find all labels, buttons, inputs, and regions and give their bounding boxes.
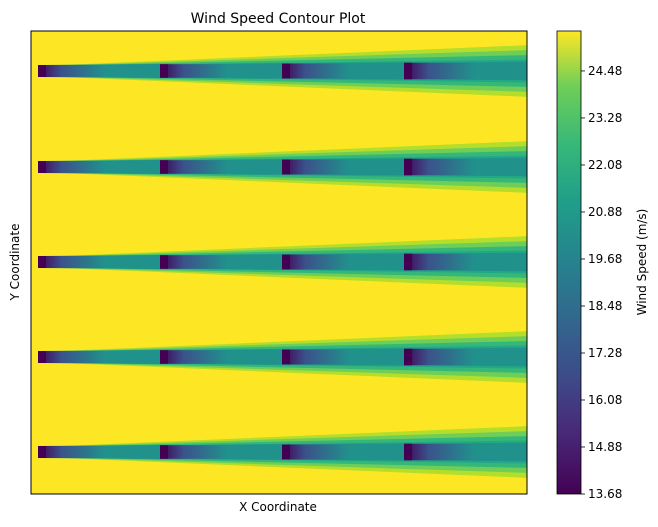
- turbine-wake-deficit: [282, 254, 350, 270]
- colorbar-tick-label: 20.88: [588, 205, 622, 219]
- turbine-marker: [38, 351, 46, 363]
- turbine-marker: [404, 62, 412, 80]
- turbine-marker: [282, 254, 290, 270]
- turbine-wake-deficit: [38, 351, 106, 363]
- colorbar-tick-label: 13.68: [588, 487, 622, 501]
- turbine-wake-deficit: [282, 63, 350, 79]
- turbine-wake-deficit: [282, 444, 350, 460]
- colorbar-tick-label: 19.68: [588, 252, 622, 266]
- turbine-wake-deficit: [160, 160, 228, 174]
- colorbar-tick-label: 16.08: [588, 393, 622, 407]
- turbine-marker: [282, 444, 290, 460]
- turbine-marker: [38, 446, 46, 458]
- turbine-wake-deficit: [282, 349, 350, 365]
- y-axis-label: Y Coordinate: [8, 224, 22, 302]
- colorbar: 13.68 14.88 16.08 17.28 18.48 19.68 20.88 22.08…: [556, 30, 649, 501]
- colorbar-label: Wind Speed (m/s): [635, 209, 649, 316]
- turbine-wake-deficit: [404, 253, 474, 271]
- turbine-marker: [160, 445, 168, 459]
- colorbar-tick-label: 23.28: [588, 111, 622, 125]
- colorbar-tick-label: 22.08: [588, 158, 622, 172]
- turbine-wake-deficit: [282, 159, 350, 175]
- x-axis-label: X Coordinate: [239, 500, 317, 514]
- turbine-marker: [38, 161, 46, 173]
- turbine-wake-deficit: [38, 161, 106, 173]
- turbine-wake-deficit: [38, 65, 106, 77]
- turbine-marker: [282, 63, 290, 79]
- turbine-marker: [282, 349, 290, 365]
- turbine-marker: [38, 65, 46, 77]
- colorbar-tick-label: 14.88: [588, 440, 622, 454]
- turbine-wake-deficit: [38, 256, 106, 268]
- turbine-wake-deficit: [404, 443, 474, 461]
- turbine-marker: [404, 348, 412, 366]
- turbine-marker: [282, 159, 290, 175]
- turbine-wake-deficit: [160, 445, 228, 459]
- turbine-marker: [160, 255, 168, 269]
- turbine-wake-deficit: [160, 255, 228, 269]
- turbine-marker: [160, 64, 168, 78]
- turbine-marker: [160, 160, 168, 174]
- wake-layers: [38, 45, 527, 478]
- colorbar-tick-label: 17.28: [588, 346, 622, 360]
- turbine-wake-deficit: [404, 62, 474, 80]
- plot-frame: [30, 30, 528, 495]
- turbine-marker: [404, 443, 412, 461]
- turbine-marker: [160, 350, 168, 364]
- colorbar-gradient: [556, 30, 582, 495]
- turbine-marker: [38, 256, 46, 268]
- colorbar-ticks: 13.68 14.88 16.08 17.28 18.48 19.68 20.88 22.08…: [581, 64, 622, 501]
- colorbar-tick-label: 18.48: [588, 299, 622, 313]
- chart-title: Wind Speed Contour Plot: [191, 11, 366, 27]
- turbine-wake-deficit: [160, 64, 228, 78]
- turbine-wake-deficit: [404, 348, 474, 366]
- turbine-wake-deficit: [160, 350, 228, 364]
- turbine-marker: [404, 253, 412, 271]
- turbine-wake-deficit: [38, 446, 106, 458]
- turbine-wake-deficit: [404, 158, 474, 176]
- colorbar-tick-label: 24.48: [588, 64, 622, 78]
- plot-area: [31, 31, 527, 494]
- turbine-marker: [404, 158, 412, 176]
